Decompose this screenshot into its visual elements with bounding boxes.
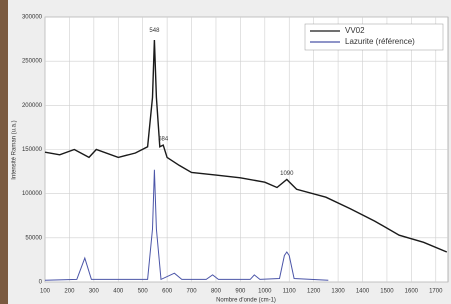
y-tick-label: 100000 (22, 191, 43, 197)
x-tick-label: 1500 (380, 289, 394, 295)
x-tick-label: 200 (64, 289, 75, 295)
x-tick-label: 1100 (283, 289, 297, 295)
x-tick-label: 1400 (356, 289, 370, 295)
y-tick-label: 250000 (22, 59, 43, 65)
x-tick-label: 300 (89, 289, 100, 295)
x-tick-label: 100 (40, 289, 51, 295)
x-tick-label: 900 (235, 289, 246, 295)
y-tick-label: 150000 (22, 147, 43, 153)
x-tick-label: 1600 (405, 289, 419, 295)
chart: Intensité Raman (u.a.) Nombre d'onde (cm… (0, 0, 451, 304)
x-tick-label: 600 (162, 289, 173, 295)
annotation: 1090 (280, 171, 294, 177)
legend-label: VV02 (345, 26, 365, 35)
x-tick-label: 700 (187, 289, 198, 295)
legend-label: Lazurite (référence) (345, 37, 415, 46)
annotation: 584 (158, 136, 169, 142)
x-tick-label: 400 (113, 289, 124, 295)
x-tick-label: 1300 (331, 289, 345, 295)
x-tick-label: 500 (138, 289, 149, 295)
x-axis-label: Nombre d'onde (cm-1) (216, 298, 276, 304)
x-tick-label: 1200 (307, 289, 321, 295)
x-tick-label: 1000 (258, 289, 272, 295)
left-edge (0, 0, 8, 304)
x-tick-label: 1700 (429, 289, 443, 295)
y-tick-label: 300000 (22, 15, 43, 21)
y-axis-label: Intensité Raman (u.a.) (12, 120, 18, 179)
annotation: 548 (149, 28, 160, 34)
y-tick-label: 200000 (22, 103, 43, 109)
y-tick-label: 50000 (25, 235, 42, 241)
x-tick-label: 800 (211, 289, 222, 295)
